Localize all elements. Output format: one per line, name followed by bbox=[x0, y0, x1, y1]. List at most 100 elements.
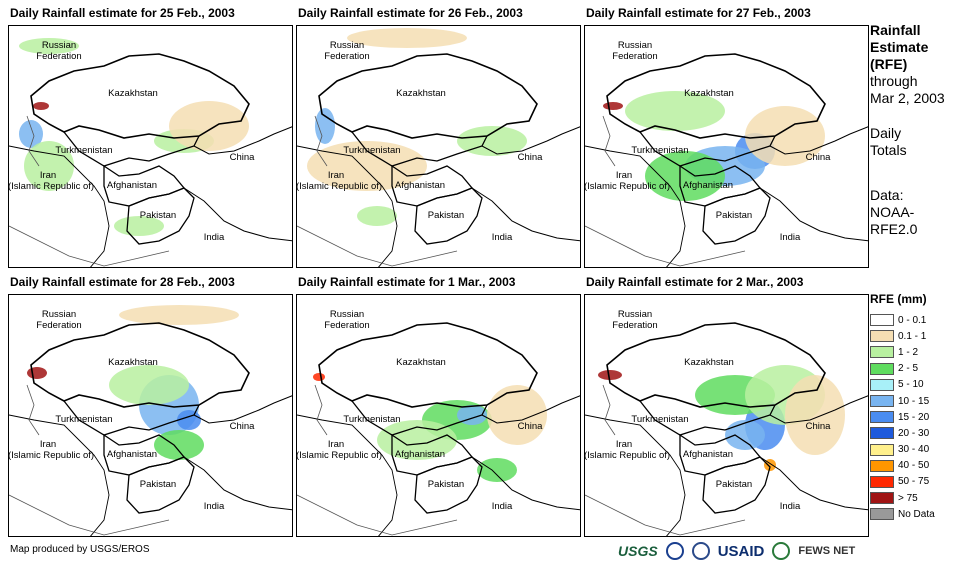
country-label-afghanistan: Afghanistan bbox=[394, 449, 446, 460]
usaid-logo: USAID bbox=[717, 542, 765, 560]
legend-label: > 75 bbox=[898, 492, 918, 504]
country-label-iran: Iran (Islamic Republic of) bbox=[584, 439, 670, 461]
legend-swatch bbox=[870, 346, 894, 359]
country-label-russia: Russian Federation bbox=[36, 40, 82, 62]
legend-label: 0 - 0.1 bbox=[898, 314, 927, 326]
legend-item: 10 - 15 bbox=[870, 393, 965, 409]
pakistan-border bbox=[702, 187, 771, 245]
rainfall-area bbox=[598, 370, 622, 380]
country-label-pakistan: Pakistan bbox=[715, 479, 753, 490]
legend-label: 1 - 2 bbox=[898, 346, 919, 358]
description-data-3: RFE2.0 bbox=[870, 221, 918, 237]
pakistan-border bbox=[414, 187, 483, 245]
map-drawing bbox=[585, 322, 868, 536]
china-border bbox=[769, 126, 868, 155]
country-label-turkmenistan: Turkmenistan bbox=[631, 414, 689, 425]
country-label-russia: Russian Federation bbox=[324, 40, 370, 62]
rainfall-area bbox=[603, 102, 623, 110]
legend-item: 0 - 0.1 bbox=[870, 312, 965, 328]
panel-title: Daily Rainfall estimate for 1 Mar., 2003 bbox=[298, 275, 516, 289]
rainfall-area bbox=[109, 365, 189, 405]
country-label-china: China bbox=[229, 152, 255, 163]
map-drawing bbox=[297, 28, 580, 267]
legend-label: 20 - 30 bbox=[898, 427, 930, 439]
coastline bbox=[297, 494, 458, 536]
map-description: Rainfall Estimate (RFE) through Mar 2, 2… bbox=[870, 22, 965, 238]
country-label-kazakhstan: Kazakhstan bbox=[108, 88, 158, 99]
kazakhstan-border bbox=[318, 53, 538, 139]
caspian-coast bbox=[602, 384, 616, 436]
panel-title: Daily Rainfall estimate for 26 Feb., 200… bbox=[298, 6, 523, 20]
map-panel-4: Daily Rainfall estimate for 28 Feb., 200… bbox=[8, 275, 293, 537]
legend-swatch bbox=[870, 314, 894, 327]
rainfall-area bbox=[645, 151, 725, 201]
central-asia-border bbox=[639, 400, 776, 436]
country-label-pakistan: Pakistan bbox=[139, 210, 177, 221]
rainfall-area bbox=[357, 206, 397, 226]
country-label-india: India bbox=[491, 232, 513, 243]
country-label-russia: Russian Federation bbox=[324, 309, 370, 331]
iran-border bbox=[585, 145, 686, 267]
map-drawing bbox=[9, 38, 292, 267]
country-label-india: India bbox=[203, 501, 225, 512]
legend-item: 50 - 75 bbox=[870, 474, 965, 490]
panel-title: Daily Rainfall estimate for 27 Feb., 200… bbox=[586, 6, 811, 20]
rainfall-area bbox=[625, 91, 725, 131]
rfe-legend: RFE (mm) 0 - 0.1 0.1 - 1 1 - 2 2 - 5 5 - 10 1… bbox=[870, 292, 965, 522]
country-label-afghanistan: Afghanistan bbox=[106, 449, 158, 460]
country-label-afghanistan: Afghanistan bbox=[682, 180, 734, 191]
map-frame bbox=[584, 294, 869, 537]
rainfall-area bbox=[725, 420, 765, 450]
caspian-coast bbox=[26, 384, 40, 436]
legend-label: 15 - 20 bbox=[898, 411, 930, 423]
country-label-iran: Iran (Islamic Republic of) bbox=[296, 439, 382, 461]
china-border bbox=[769, 395, 868, 424]
country-label-russia: Russian Federation bbox=[612, 40, 658, 62]
rainfall-area bbox=[19, 38, 79, 54]
kazakhstan-border bbox=[606, 322, 826, 408]
country-label-iran: Iran (Islamic Republic of) bbox=[296, 170, 382, 192]
dhs-seal-icon bbox=[691, 542, 710, 560]
legend-items: 0 - 0.1 0.1 - 1 1 - 2 2 - 5 5 - 10 10 - 15 15 … bbox=[870, 312, 965, 522]
country-label-russia: Russian Federation bbox=[36, 309, 82, 331]
legend-swatch bbox=[870, 508, 894, 521]
legend-item: 15 - 20 bbox=[870, 409, 965, 425]
country-label-pakistan: Pakistan bbox=[139, 479, 177, 490]
map-frame bbox=[8, 25, 293, 268]
iran-border bbox=[585, 414, 686, 536]
legend-label: 10 - 15 bbox=[898, 395, 930, 407]
map-drawing bbox=[585, 53, 868, 267]
map-panel-1: Daily Rainfall estimate for 25 Feb., 200… bbox=[8, 6, 293, 268]
pakistan-border bbox=[414, 456, 483, 514]
country-label-turkmenistan: Turkmenistan bbox=[631, 145, 689, 156]
country-label-afghanistan: Afghanistan bbox=[106, 180, 158, 191]
country-label-china: China bbox=[517, 152, 543, 163]
logo-strip: USGS USAID FEWS NET bbox=[618, 540, 855, 562]
central-asia-border bbox=[63, 131, 200, 167]
country-label-russia: Russian Federation bbox=[612, 309, 658, 331]
country-label-china: China bbox=[805, 421, 831, 432]
map-frame bbox=[8, 294, 293, 537]
legend-swatch bbox=[870, 459, 894, 472]
coastline bbox=[297, 225, 458, 267]
kazakhstan-border bbox=[30, 53, 250, 139]
country-label-india: India bbox=[779, 501, 801, 512]
china-border bbox=[481, 395, 580, 424]
usgs-logo: USGS bbox=[618, 543, 658, 559]
description-title-2: Estimate bbox=[870, 39, 929, 55]
china-border bbox=[193, 126, 292, 155]
caspian-coast bbox=[314, 384, 328, 436]
legend-item: 20 - 30 bbox=[870, 425, 965, 441]
india-border bbox=[183, 187, 292, 242]
rainfall-area bbox=[315, 108, 335, 144]
country-label-afghanistan: Afghanistan bbox=[682, 449, 734, 460]
rainfall-area bbox=[313, 373, 325, 381]
pakistan-border bbox=[126, 456, 195, 514]
central-asia-border bbox=[351, 131, 488, 167]
central-asia-border bbox=[63, 400, 200, 436]
legend-swatch bbox=[870, 475, 894, 488]
legend-item: 1 - 2 bbox=[870, 344, 965, 360]
country-label-kazakhstan: Kazakhstan bbox=[396, 88, 446, 99]
legend-swatch bbox=[870, 362, 894, 375]
legend-label: No Data bbox=[898, 508, 935, 520]
